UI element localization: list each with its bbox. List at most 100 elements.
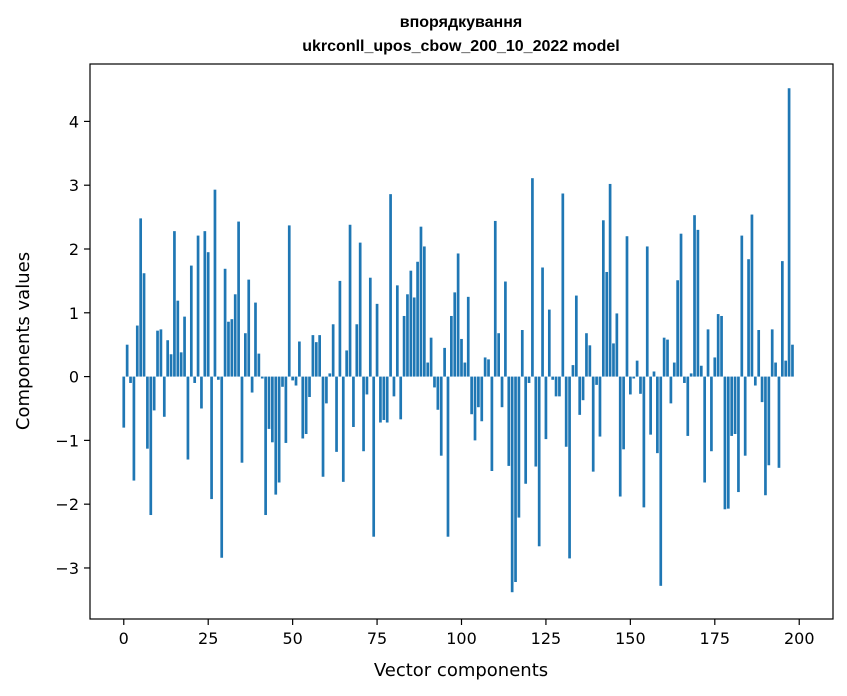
- bar: [250, 376, 254, 393]
- bar: [389, 194, 392, 377]
- bar: [750, 214, 754, 377]
- bar: [710, 376, 713, 452]
- bar: [784, 360, 788, 377]
- x-tick-label: 150: [615, 629, 646, 648]
- bars-group: [122, 88, 794, 593]
- bar: [412, 297, 416, 377]
- bar: [547, 309, 551, 377]
- bar: [277, 376, 281, 483]
- bar: [122, 376, 126, 428]
- bar: [669, 376, 673, 404]
- bar: [487, 359, 490, 377]
- bar: [601, 220, 605, 377]
- bar: [689, 373, 693, 377]
- bar: [281, 376, 284, 387]
- bar: [399, 376, 403, 420]
- bar: [294, 376, 298, 386]
- y-axis-ticks: −3 −2 −1 0 1 2 3 4: [55, 112, 90, 578]
- bar: [301, 376, 305, 439]
- bar: [791, 344, 794, 377]
- bar: [534, 376, 538, 467]
- bar: [629, 376, 632, 395]
- bar: [271, 376, 274, 443]
- bar: [237, 221, 240, 377]
- bar: [568, 376, 571, 559]
- bar: [497, 333, 500, 377]
- bar: [507, 376, 511, 466]
- bar: [345, 350, 349, 377]
- bar: [574, 295, 578, 377]
- bar: [395, 285, 399, 377]
- bar: [416, 261, 419, 377]
- bar: [162, 376, 166, 417]
- bar: [348, 224, 352, 377]
- bar: [456, 253, 460, 377]
- y-tick-label: 0: [69, 368, 79, 387]
- bar: [392, 376, 396, 397]
- bar: [544, 376, 548, 440]
- bar: [733, 376, 737, 434]
- bar: [179, 352, 183, 377]
- bar: [355, 324, 359, 377]
- bar: [608, 183, 612, 377]
- bar: [510, 376, 514, 593]
- x-tick-label: 25: [198, 629, 218, 648]
- bar: [129, 376, 132, 383]
- bar: [439, 376, 443, 456]
- bar: [699, 365, 703, 377]
- bar: [446, 376, 450, 537]
- bar: [460, 338, 463, 377]
- x-tick-label: 100: [446, 629, 477, 648]
- bar: [490, 376, 494, 471]
- bar: [537, 376, 541, 547]
- chart-subtitle: ukrconll_upos_cbow_200_10_2022 model: [302, 38, 619, 55]
- bar: [433, 376, 436, 388]
- bar: [723, 376, 727, 510]
- bar: [321, 376, 325, 477]
- bar: [659, 376, 663, 586]
- bar: [230, 319, 234, 377]
- bar: [743, 376, 747, 456]
- bar: [358, 242, 362, 377]
- bar: [520, 330, 524, 377]
- y-axis-label: Components values: [13, 252, 34, 430]
- bar: [142, 273, 146, 377]
- bar: [504, 281, 507, 377]
- bar: [605, 271, 609, 377]
- bar: [132, 376, 136, 481]
- bar: [436, 376, 440, 410]
- y-tick-label: 1: [69, 304, 79, 323]
- bar: [375, 303, 379, 377]
- bar: [686, 376, 690, 436]
- bar: [578, 376, 582, 415]
- bar: [760, 376, 764, 403]
- bar: [368, 277, 372, 377]
- bar: [419, 226, 423, 377]
- bar: [645, 246, 649, 377]
- bar: [200, 376, 203, 409]
- bar: [146, 376, 149, 449]
- bar: [260, 376, 264, 379]
- bar: [720, 315, 723, 377]
- bar: [649, 376, 652, 435]
- bar: [206, 252, 210, 377]
- bar: [672, 362, 676, 377]
- bar: [706, 329, 710, 377]
- bar: [159, 329, 163, 377]
- bar: [331, 324, 335, 377]
- bar: [318, 335, 321, 377]
- bar: [379, 376, 382, 423]
- bar: [156, 330, 159, 377]
- bar: [426, 362, 430, 377]
- bar: [581, 376, 585, 401]
- bar: [656, 376, 659, 454]
- bar: [622, 376, 625, 450]
- bar: [365, 376, 369, 395]
- bar: [764, 376, 767, 496]
- bar: [716, 314, 720, 377]
- bar: [524, 376, 528, 484]
- x-tick-label: 175: [700, 629, 731, 648]
- bar: [713, 357, 717, 377]
- bar: [571, 365, 575, 377]
- bar: [125, 344, 129, 377]
